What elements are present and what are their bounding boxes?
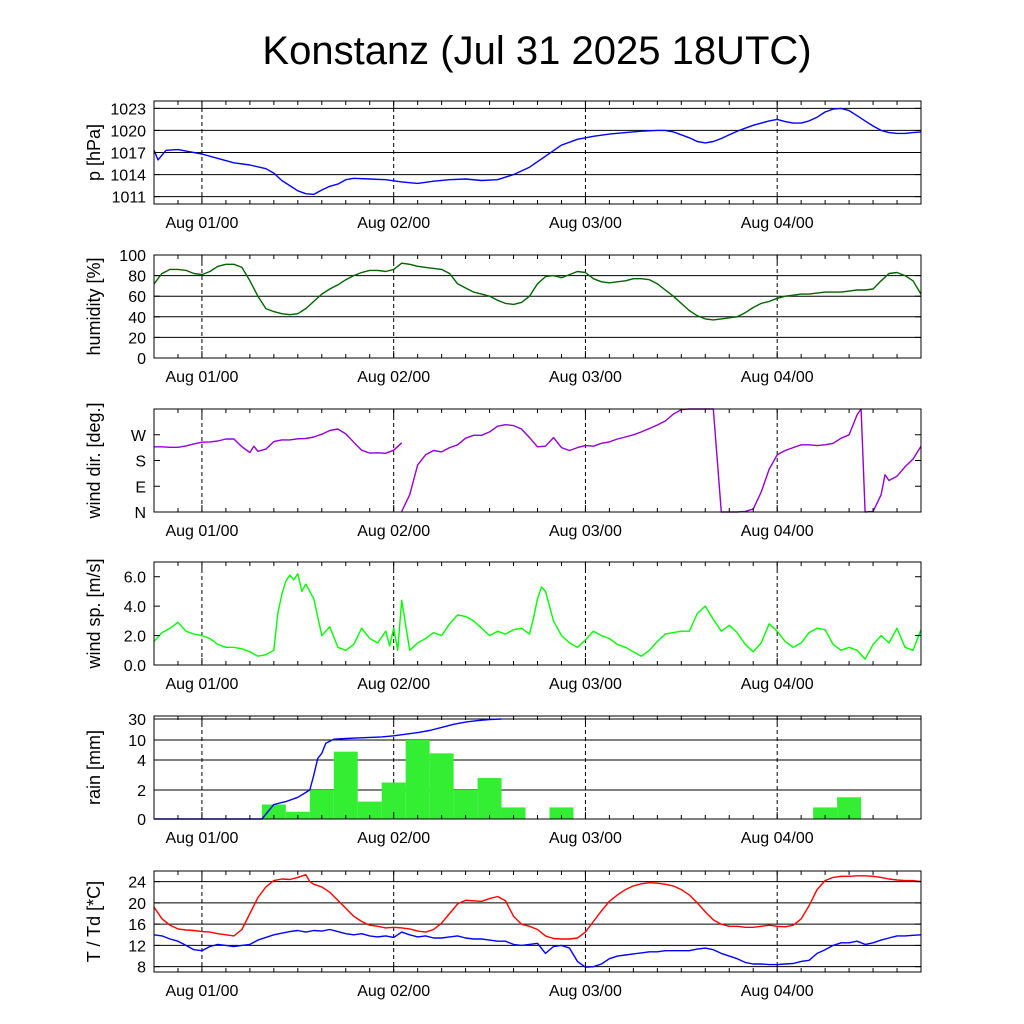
y-tick-label: 60 (128, 289, 146, 306)
y-tick-label: 24 (128, 875, 146, 892)
x-tick-label: Aug 03/00 (549, 523, 622, 540)
x-tick-label: Aug 01/00 (165, 830, 238, 847)
y-tick-label: 1023 (110, 101, 146, 118)
y-axis-label: wind sp. [m/s] (84, 558, 104, 669)
x-tick-label: Aug 02/00 (357, 983, 430, 1000)
rain-bar (501, 807, 526, 819)
y-tick-label: 1020 (110, 123, 146, 140)
rain-bar (309, 790, 334, 819)
rain-bar (261, 804, 286, 819)
x-tick-label: Aug 04/00 (741, 369, 814, 386)
series-line (154, 428, 403, 454)
y-tick-label: 4 (137, 753, 146, 770)
y-tick-label: S (135, 454, 146, 471)
y-tick-label: 10 (128, 733, 146, 750)
panel-temperature: 8 12 16 20 24 Aug 01/00 Aug 02/00 Aug 03/00 Aug … (84, 870, 922, 1000)
panel-frame (153, 254, 922, 359)
y-tick-label: 1014 (110, 168, 146, 185)
x-tick-label: Aug 02/00 (357, 215, 430, 232)
rain-bar (837, 797, 862, 819)
x-tick-label: Aug 03/00 (549, 676, 622, 693)
x-tick-label: Aug 04/00 (741, 676, 814, 693)
y-tick-label: 16 (128, 917, 146, 934)
y-tick-label: 1011 (112, 190, 147, 207)
y-axis-label: wind dir. [deg.] (84, 402, 104, 519)
rain-bar (453, 790, 478, 819)
x-tick-label: Aug 04/00 (741, 983, 814, 1000)
x-tick-label: Aug 03/00 (549, 369, 622, 386)
series-line (153, 107, 922, 196)
y-tick-label: 0 (137, 812, 146, 829)
series-line (401, 408, 922, 513)
y-tick-label: 12 (128, 938, 146, 955)
y-tick-label: 100 (119, 248, 146, 265)
x-tick-label: Aug 02/00 (357, 369, 430, 386)
rain-bar (357, 801, 382, 819)
panel-humidity: 0 20 40 60 80 100 Aug 01/00 Aug 02/00 Aug 03/00 A… (84, 248, 922, 386)
y-tick-label: 40 (128, 310, 146, 327)
panel-frame (153, 408, 922, 513)
y-tick-label: N (134, 505, 146, 522)
x-tick-label: Aug 03/00 (549, 830, 622, 847)
x-tick-label: Aug 03/00 (549, 983, 622, 1000)
panel-frame (153, 715, 922, 820)
series-line-td (153, 928, 922, 968)
x-tick-label: Aug 01/00 (165, 676, 238, 693)
y-tick-label: 4.0 (124, 599, 146, 616)
rain-bar (477, 778, 502, 819)
x-tick-label: Aug 04/00 (741, 215, 814, 232)
x-tick-label: Aug 01/00 (165, 523, 238, 540)
y-axis-label: humidity [%] (84, 257, 104, 355)
x-tick-label: Aug 01/00 (165, 215, 238, 232)
y-tick-label: 2.0 (124, 629, 146, 646)
y-tick-label: 1017 (110, 146, 146, 163)
series-line (153, 262, 922, 321)
y-tick-label: 8 (137, 960, 146, 977)
panel-wind-speed: 0.0 2.0 4.0 6.0 Aug 01/00 Aug 02/00 Aug 03/00 A… (84, 558, 922, 693)
y-tick-label: 30 (128, 712, 146, 729)
x-tick-label: Aug 04/00 (741, 830, 814, 847)
series-line (153, 573, 922, 660)
rain-bar (381, 782, 406, 819)
y-tick-label: 80 (128, 269, 146, 286)
rain-bar (405, 740, 430, 819)
y-axis-label: p [hPa] (84, 124, 104, 181)
panel-frame (153, 870, 922, 973)
panel-rain: 0 2 4 10 30 Aug 01/00 Aug 02/00 Aug 03/00 Aug 04… (84, 712, 922, 847)
y-axis-label: rain [mm] (84, 730, 104, 805)
rain-bar (429, 753, 454, 819)
series-line-t (153, 874, 922, 940)
y-tick-label: 6.0 (124, 570, 146, 587)
x-tick-label: Aug 02/00 (357, 523, 430, 540)
rain-bar (813, 807, 838, 819)
y-tick-label: 0 (137, 351, 146, 368)
y-tick-label: E (135, 479, 146, 496)
chart-title: Konstanz (Jul 31 2025 18UTC) (262, 29, 811, 73)
y-tick-label: 0.0 (124, 658, 146, 675)
x-tick-label: Aug 02/00 (357, 676, 430, 693)
y-tick-label: 20 (128, 330, 146, 347)
rain-bar (333, 751, 358, 819)
y-axis-label: T / Td [*C] (84, 881, 104, 962)
rain-bar (549, 807, 574, 819)
x-tick-label: Aug 02/00 (357, 830, 430, 847)
x-tick-label: Aug 04/00 (741, 523, 814, 540)
x-tick-label: Aug 01/00 (165, 369, 238, 386)
y-tick-label: 20 (128, 896, 146, 913)
y-tick-label: W (131, 428, 147, 445)
x-tick-label: Aug 03/00 (549, 215, 622, 232)
series-line-cumulative (154, 718, 502, 820)
panel-frame (153, 561, 922, 666)
y-tick-label: 2 (137, 783, 146, 800)
x-tick-label: Aug 01/00 (165, 983, 238, 1000)
panel-pressure: 1011 1014 1017 1020 1023 Aug 01/00 Aug 02/00 Au… (84, 100, 922, 232)
